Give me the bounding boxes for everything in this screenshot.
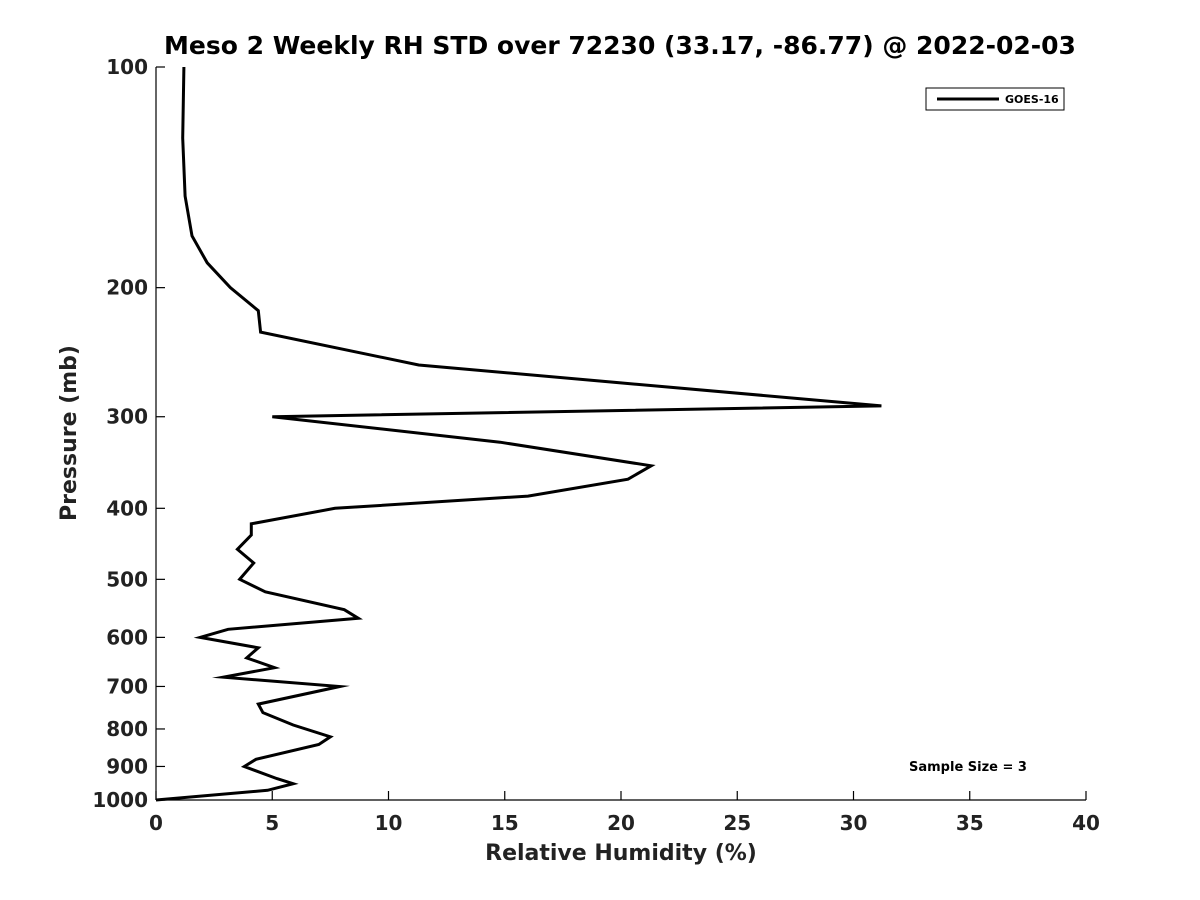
series-layer [155,66,882,802]
x-axis-ticks: 0 5 10 15 20 25 30 35 40 [149,791,1100,835]
x-tick-label: 25 [723,811,751,835]
y-tick-label: 600 [106,625,148,649]
y-tick-label: 100 [106,55,148,79]
y-tick-label: 800 [106,717,148,741]
y-axis-ticks: 100 200 300 400 500 600 700 800 900 1000 [92,55,165,812]
x-tick-label: 20 [607,811,635,835]
x-axis-title: Relative Humidity (%) [485,841,757,866]
y-tick-label: 400 [106,496,148,520]
y-tick-label: 500 [106,567,148,591]
x-tick-label: 10 [375,811,403,835]
y-axis-title: Pressure (mb) [57,345,82,521]
x-tick-label: 5 [265,811,279,835]
series-line-goes-16 [155,66,882,802]
y-tick-label: 700 [106,674,148,698]
x-tick-label: 15 [491,811,519,835]
x-tick-label: 30 [840,811,868,835]
legend: GOES-16 [925,87,1065,111]
y-tick-label: 300 [106,405,148,429]
sample-size-annotation: Sample Size = 3 [909,760,1027,775]
y-tick-label: 900 [106,754,148,778]
legend-label-goes-16: GOES-16 [1005,93,1059,106]
chart-title: Meso 2 Weekly RH STD over 72230 (33.17, … [164,31,1076,60]
y-tick-label: 1000 [92,788,148,812]
x-tick-label: 0 [149,811,163,835]
x-tick-label: 35 [956,811,984,835]
x-tick-label: 40 [1072,811,1100,835]
y-tick-label: 200 [106,276,148,300]
